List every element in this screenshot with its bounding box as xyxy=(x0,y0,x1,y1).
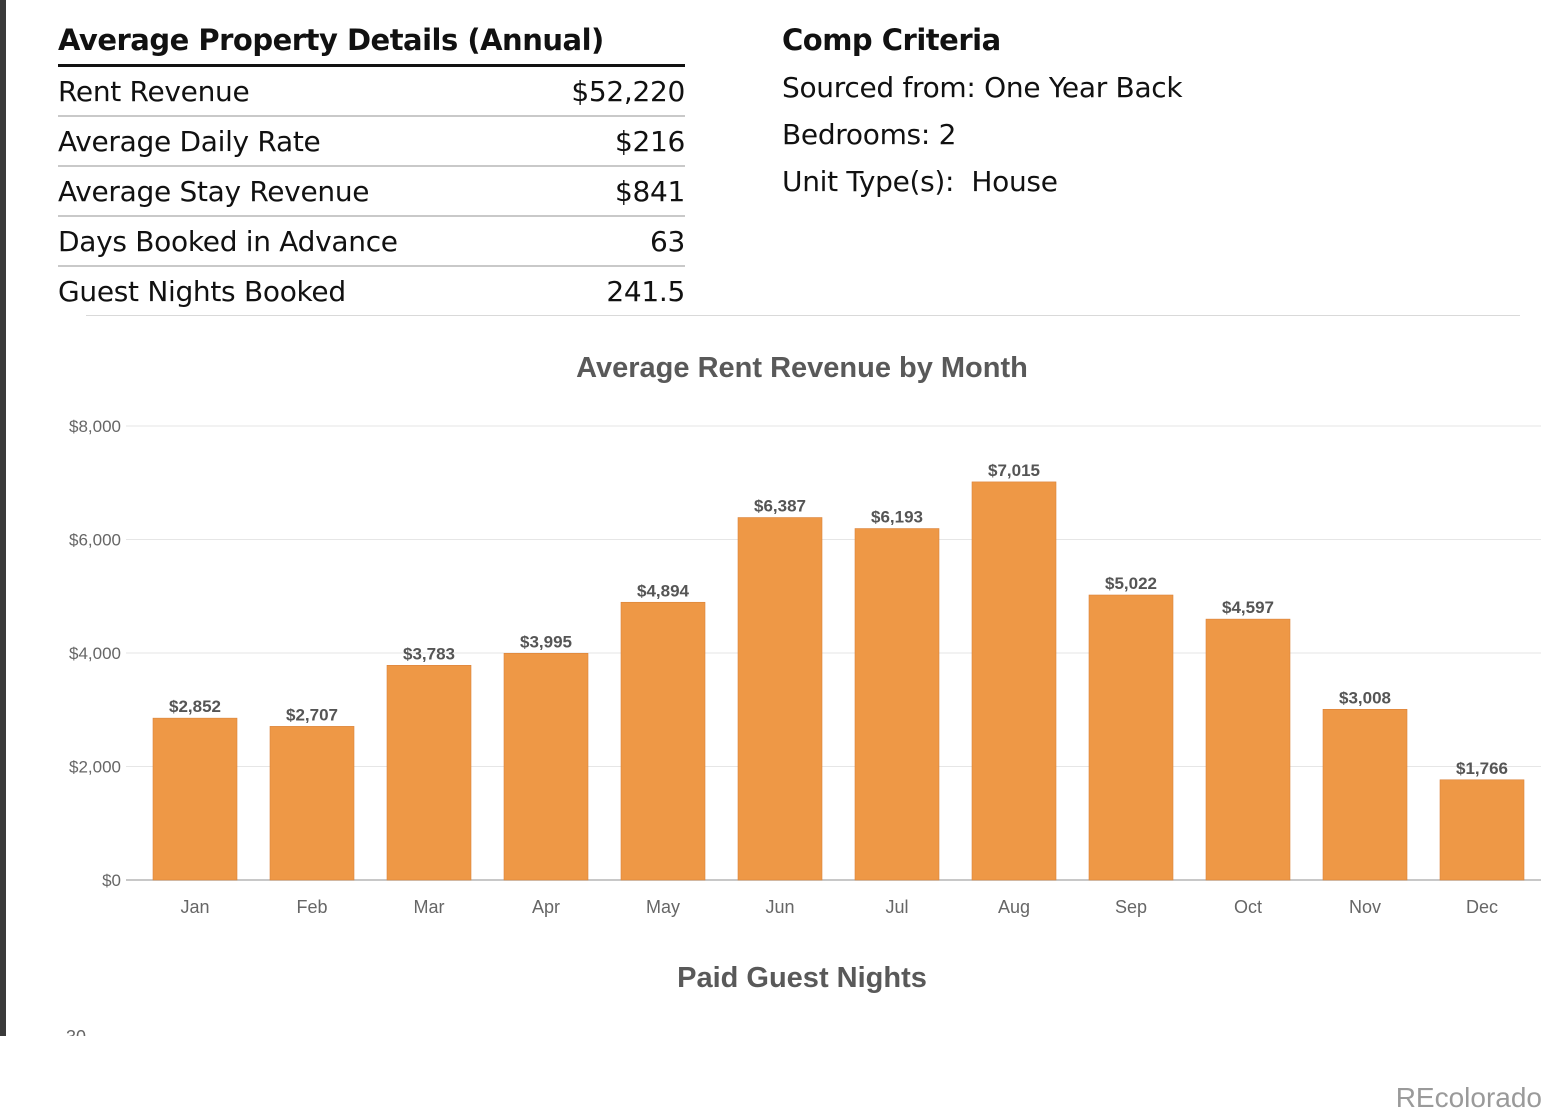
bar xyxy=(1088,594,1174,881)
comp-criteria-title: Comp Criteria xyxy=(782,23,1001,57)
criteria-bedrooms: Bedrooms: 2 xyxy=(782,118,957,151)
x-tick-label: Feb xyxy=(296,897,327,917)
details-row-average-stay-revenue: Average Stay Revenue $841 xyxy=(58,167,685,217)
property-details-table: Average Property Details (Annual) Rent R… xyxy=(58,20,685,315)
details-row-days-booked-in-advance: Days Booked in Advance 63 xyxy=(58,217,685,267)
revenue-chart-title: Average Rent Revenue by Month xyxy=(576,352,1028,384)
bar xyxy=(971,481,1057,881)
bar xyxy=(737,517,823,881)
data-label: $6,387 xyxy=(754,497,806,516)
recolorado-watermark: REcolorado xyxy=(1395,1082,1542,1113)
details-value: 241.5 xyxy=(606,274,685,308)
y-tick-label: $0 xyxy=(102,871,121,890)
bar xyxy=(152,717,238,881)
x-tick-label: Aug xyxy=(998,897,1030,917)
data-label: $3,008 xyxy=(1339,688,1391,707)
y-tick-label: $2,000 xyxy=(69,758,121,777)
section-divider xyxy=(86,315,1520,316)
data-label: $3,995 xyxy=(520,632,572,651)
x-tick-label: Dec xyxy=(1466,897,1498,917)
details-value: $52,220 xyxy=(571,74,685,108)
bar xyxy=(269,726,355,881)
details-value: $841 xyxy=(614,174,685,208)
data-label: $2,707 xyxy=(286,705,338,724)
details-label: Average Stay Revenue xyxy=(58,174,370,208)
criteria-sourced-from: Sourced from: One Year Back xyxy=(782,71,1183,104)
comp-criteria: Comp Criteria Sourced from: One Year Bac… xyxy=(782,20,1482,205)
x-tick-label: Jul xyxy=(885,897,908,917)
paid-guest-nights-title: Paid Guest Nights xyxy=(677,962,927,994)
x-tick-label: Sep xyxy=(1115,897,1147,917)
x-tick-label: Mar xyxy=(414,897,445,917)
details-label: Guest Nights Booked xyxy=(58,274,346,308)
data-label: $7,015 xyxy=(988,461,1040,480)
property-details-title: Average Property Details (Annual) xyxy=(58,20,685,67)
data-label: $4,894 xyxy=(637,581,690,600)
left-border xyxy=(0,0,6,1036)
details-label: Average Daily Rate xyxy=(58,124,321,158)
y-tick-label: $4,000 xyxy=(69,644,121,663)
data-label: $6,193 xyxy=(871,508,923,527)
data-label: $2,852 xyxy=(169,697,221,716)
x-tick-label: Apr xyxy=(532,897,560,917)
bar xyxy=(503,652,589,881)
criteria-unit-types: Unit Type(s): House xyxy=(782,165,1058,198)
data-label: $3,783 xyxy=(403,644,455,663)
x-tick-label: May xyxy=(646,897,680,917)
bar xyxy=(1322,708,1408,881)
data-label: $4,597 xyxy=(1222,598,1274,617)
details-value: $216 xyxy=(614,124,685,158)
bar xyxy=(854,528,940,881)
data-label: $5,022 xyxy=(1105,574,1157,593)
bar xyxy=(1439,779,1525,881)
bar xyxy=(1205,618,1291,881)
details-row-rent-revenue: Rent Revenue $52,220 xyxy=(58,67,685,117)
bar xyxy=(620,601,706,881)
details-row-average-daily-rate: Average Daily Rate $216 xyxy=(58,117,685,167)
revenue-by-month-chart: $0 $2,000 $4,000 $6,000 $8,000 $2,852 Jan $2,70… xyxy=(69,417,1541,917)
x-tick-label: Oct xyxy=(1234,897,1262,917)
details-label: Rent Revenue xyxy=(58,74,250,108)
y-tick-label: $8,000 xyxy=(69,417,121,436)
y-tick-label: $6,000 xyxy=(69,531,121,550)
x-tick-label: Jun xyxy=(765,897,794,917)
data-label: $1,766 xyxy=(1456,759,1508,778)
bar xyxy=(386,665,472,881)
x-tick-label: Jan xyxy=(180,897,209,917)
paid-guest-nights-y-tick: 30 xyxy=(66,1022,96,1036)
details-label: Days Booked in Advance xyxy=(58,224,398,258)
details-value: 63 xyxy=(649,224,685,258)
page-cutoff xyxy=(0,1036,1544,1108)
x-tick-label: Nov xyxy=(1349,897,1381,917)
details-row-guest-nights-booked: Guest Nights Booked 241.5 xyxy=(58,267,685,315)
